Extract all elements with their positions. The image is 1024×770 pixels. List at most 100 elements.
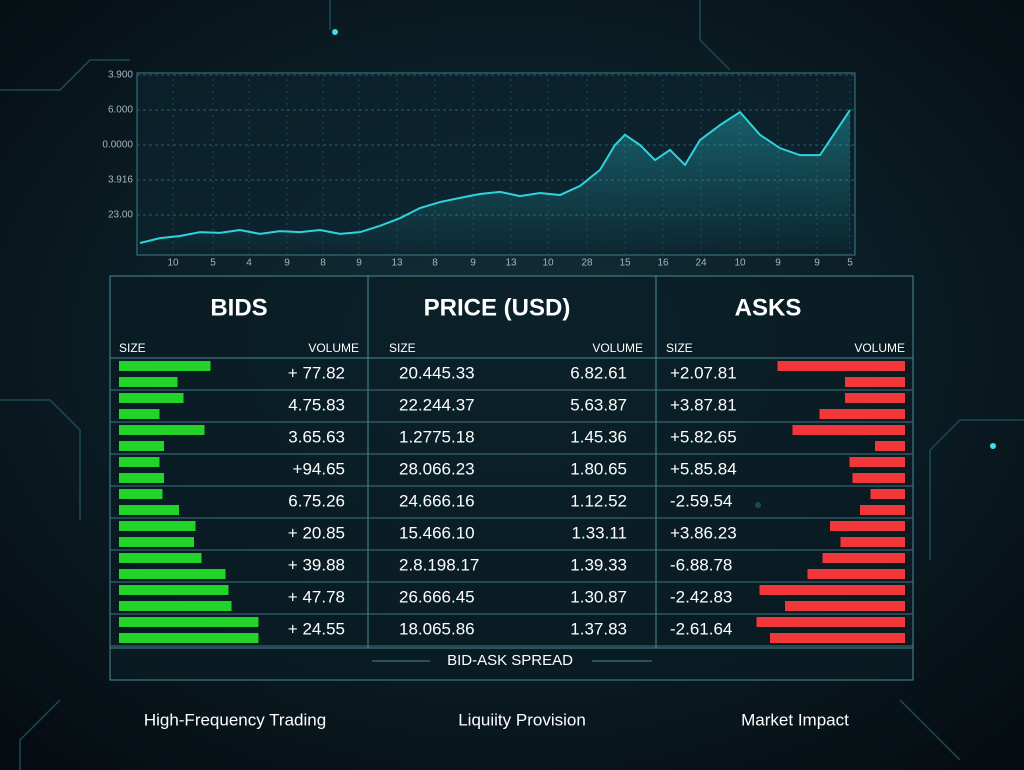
- ask-depth-bar: [830, 521, 905, 531]
- bid-value: +94.65: [293, 459, 345, 478]
- line-area: [140, 110, 850, 250]
- price-volume: 1.30.87: [570, 587, 627, 606]
- bid-value: 6.75.26: [288, 491, 345, 510]
- ask-value: +3.87.81: [670, 395, 737, 414]
- ask-depth-bar: [822, 553, 905, 563]
- bid-depth-bar: [119, 425, 205, 435]
- x-tick-label: 9: [814, 258, 820, 269]
- price-volume: 1.37.83: [570, 619, 627, 638]
- price-line: [139, 109, 851, 244]
- x-tick-label: 13: [391, 258, 403, 269]
- ask-value: -2.61.64: [670, 619, 732, 638]
- column-title: BIDS: [210, 294, 267, 321]
- column-title: PRICE (USD): [424, 294, 571, 321]
- price-volume: 1.80.65: [570, 459, 627, 478]
- bid-depth-bar: [119, 457, 160, 467]
- x-tick-label: 15: [619, 258, 631, 269]
- ask-depth-bar: [819, 409, 905, 419]
- bid-depth-bar: [119, 569, 226, 579]
- bid-value: + 47.78: [288, 587, 345, 606]
- x-tick-label: 9: [775, 258, 781, 269]
- ask-depth-bar: [870, 489, 905, 499]
- footer-label: BID-ASK SPREAD: [447, 652, 573, 669]
- bid-depth-bar: [119, 537, 194, 547]
- bid-value: + 39.88: [288, 555, 345, 574]
- ask-depth-bar: [840, 537, 905, 547]
- x-tick-label: 16: [657, 258, 669, 269]
- x-tick-label: 9: [284, 258, 290, 269]
- ask-value: +3.86.23: [670, 523, 737, 542]
- x-tick-label: 13: [505, 258, 517, 269]
- caption: Market Impact: [741, 710, 849, 729]
- ask-value: -2.59.54: [670, 491, 732, 510]
- ask-depth-bar: [860, 505, 905, 515]
- bid-depth-bar: [119, 601, 232, 611]
- ask-depth-bar: [852, 473, 905, 483]
- y-tick-label: 3.900: [108, 70, 133, 81]
- bid-depth-bar: [119, 361, 211, 371]
- ask-depth-bar: [756, 617, 905, 627]
- ask-depth-bar: [792, 425, 905, 435]
- price-value: 18.065.86: [399, 619, 475, 638]
- x-tick-label: 10: [542, 258, 554, 269]
- price-volume: 1.39.33: [570, 555, 627, 574]
- price-value: 26.666.45: [399, 587, 475, 606]
- ask-value: +2.07.81: [670, 363, 737, 382]
- ask-value: -6.88.78: [670, 555, 732, 574]
- column-subheader: SIZE: [389, 341, 416, 355]
- column-title: ASKS: [735, 294, 802, 321]
- price-value: 22.244.37: [399, 395, 475, 414]
- column-subheader: VOLUME: [308, 341, 359, 355]
- x-tick-label: 28: [581, 258, 593, 269]
- bid-value: + 77.82: [288, 363, 345, 382]
- x-tick-label: 10: [167, 258, 179, 269]
- x-tick-label: 10: [734, 258, 746, 269]
- price-value: 2.8.198.17: [399, 555, 479, 574]
- price-volume: 6.82.61: [570, 363, 627, 382]
- bid-value: + 24.55: [288, 619, 345, 638]
- x-tick-label: 4: [246, 258, 252, 269]
- ask-depth-bar: [807, 569, 905, 579]
- y-tick-label: 23.00: [108, 210, 133, 221]
- column-subheader: SIZE: [666, 341, 693, 355]
- ask-depth-bar: [849, 457, 905, 467]
- ask-value: +5.82.65: [670, 427, 737, 446]
- bid-depth-bar: [119, 553, 202, 563]
- bid-depth-bar: [119, 393, 184, 403]
- caption: High-Frequency Trading: [144, 710, 326, 729]
- bid-depth-bar: [119, 489, 163, 499]
- price-volume: 1.12.52: [570, 491, 627, 510]
- price-chart: 23.00 3.916 0.0000 6.000 3.900 10 5 4 9 8 9 13 8 9 13 1…: [102, 70, 855, 269]
- x-tick-label: 5: [847, 258, 853, 269]
- ask-depth-bar: [759, 585, 905, 595]
- column-subheader: VOLUME: [592, 341, 643, 355]
- bid-depth-bar: [119, 521, 196, 531]
- bid-depth-bar: [119, 377, 178, 387]
- price-volume: 1.45.36: [570, 427, 627, 446]
- bid-depth-bar: [119, 617, 259, 627]
- y-tick-label: 3.916: [108, 175, 133, 186]
- x-tick-label: 8: [320, 258, 326, 269]
- ask-value: -2.42.83: [670, 587, 732, 606]
- price-volume: 5.63.87: [570, 395, 627, 414]
- ask-depth-bar: [785, 601, 905, 611]
- price-value: 28.066.23: [399, 459, 475, 478]
- ask-depth-bar: [845, 393, 905, 403]
- x-tick-label: 5: [210, 258, 216, 269]
- column-subheader: VOLUME: [854, 341, 905, 355]
- x-tick-label: 9: [356, 258, 362, 269]
- ask-depth-bar: [845, 377, 905, 387]
- bid-depth-bar: [119, 505, 179, 515]
- bid-depth-bar: [119, 409, 160, 419]
- bid-value: 4.75.83: [288, 395, 345, 414]
- price-volume: 1.33.11: [572, 523, 627, 542]
- bid-depth-bar: [119, 441, 164, 451]
- order-book-dividers: [110, 276, 913, 662]
- caption: Liquiity Provision: [458, 710, 586, 729]
- price-value: 20.445.33: [399, 363, 475, 382]
- column-subheader: SIZE: [119, 341, 146, 355]
- price-value: 1.2775.18: [399, 427, 475, 446]
- y-tick-label: 6.000: [108, 105, 133, 116]
